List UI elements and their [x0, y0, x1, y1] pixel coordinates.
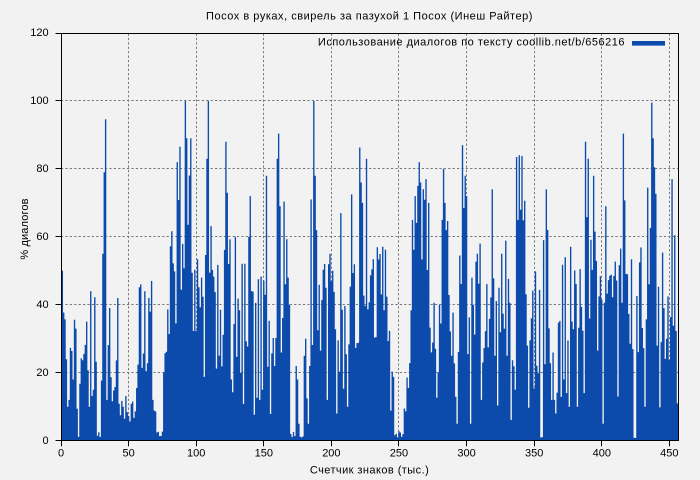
- svg-text:120: 120: [30, 27, 48, 39]
- svg-text:% диалогов: % диалогов: [19, 198, 31, 259]
- svg-text:0: 0: [42, 435, 48, 447]
- svg-text:200: 200: [322, 448, 340, 460]
- svg-text:300: 300: [457, 448, 475, 460]
- svg-text:150: 150: [255, 448, 273, 460]
- svg-text:40: 40: [36, 299, 48, 311]
- svg-text:Посох в руках, свирель за пазу: Посох в руках, свирель за пазухой 1 Посо…: [206, 10, 533, 22]
- svg-text:Использование диалогов по текс: Использование диалогов по тексту coollib…: [318, 37, 625, 49]
- svg-text:400: 400: [593, 448, 611, 460]
- svg-text:50: 50: [122, 448, 134, 460]
- svg-text:100: 100: [187, 448, 205, 460]
- svg-text:20: 20: [36, 367, 48, 379]
- svg-text:250: 250: [390, 448, 408, 460]
- svg-text:350: 350: [525, 448, 543, 460]
- svg-text:60: 60: [36, 231, 48, 243]
- svg-text:0: 0: [58, 448, 64, 460]
- svg-text:Счетчик знаков (тыс.): Счетчик знаков (тыс.): [310, 465, 429, 477]
- svg-text:80: 80: [36, 163, 48, 175]
- svg-text:450: 450: [660, 448, 678, 460]
- svg-text:100: 100: [30, 95, 48, 107]
